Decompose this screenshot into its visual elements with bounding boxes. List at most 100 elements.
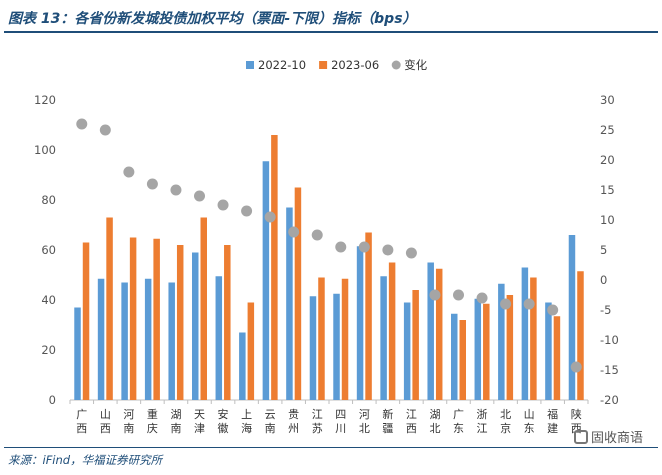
bar-2023-06: [153, 238, 160, 400]
right-axis-tick-label: -10: [600, 333, 619, 347]
bar-2022-10: [97, 278, 105, 400]
point-变化: [453, 289, 464, 301]
category-label: 山: [100, 408, 111, 421]
point-变化: [288, 226, 300, 238]
category-label: 河: [359, 408, 370, 421]
point-变化: [123, 166, 135, 178]
point-变化: [241, 205, 253, 217]
left-axis-tick-label: 100: [34, 143, 56, 157]
category-label: 江: [312, 408, 323, 421]
chart-source: 来源：iFind，华福证券研究所: [8, 453, 163, 467]
bar-2022-10: [121, 282, 128, 400]
category-label: 福: [547, 407, 558, 421]
category-label: 贵: [288, 408, 299, 421]
category-label: 西: [76, 422, 87, 435]
bar-2023-06: [200, 217, 207, 400]
bar-2022-10: [144, 278, 152, 400]
watermark-text: 固收商语: [591, 431, 644, 446]
point-变化: [547, 304, 559, 316]
bar-2023-06: [82, 242, 90, 400]
point-变化: [335, 241, 347, 253]
category-label: 东: [453, 422, 464, 435]
point-变化: [405, 247, 417, 259]
bar-2022-10: [498, 283, 505, 400]
category-label: 四: [335, 408, 346, 421]
left-axis-tick-label: 120: [34, 93, 56, 107]
right-axis-tick-label: 0: [600, 273, 607, 287]
category-label: 南: [265, 422, 276, 435]
bar-2023-06: [530, 277, 537, 400]
point-变化: [358, 241, 370, 253]
right-axis-tick-label: 25: [600, 123, 615, 137]
bar-2022-10: [239, 332, 246, 400]
left-axis-tick-label: 80: [41, 193, 56, 207]
bar-2022-10: [451, 313, 458, 400]
point-变化: [194, 190, 205, 202]
right-axis-tick-label: 10: [600, 213, 615, 227]
point-变化: [146, 178, 158, 190]
legend-swatch-变化: [391, 60, 401, 70]
point-变化: [500, 298, 512, 310]
category-label: 建: [547, 421, 558, 435]
source-divider: [4, 447, 658, 448]
category-label: 徽: [218, 421, 229, 435]
bar-2023-06: [435, 268, 443, 400]
category-label: 江: [477, 422, 488, 435]
left-axis-tick-label: 60: [41, 243, 56, 257]
bar-2023-06: [388, 262, 396, 400]
point-变化: [99, 124, 111, 136]
category-label: 东: [524, 422, 535, 435]
category-label: 北: [429, 422, 440, 435]
category-label: 湖: [429, 408, 440, 421]
bar-2022-10: [380, 276, 387, 400]
bar-2022-10: [333, 293, 340, 400]
legend-swatch-2023-06: [319, 61, 328, 69]
category-label: 安: [218, 407, 229, 421]
category-label: 津: [194, 422, 205, 435]
category-label: 南: [170, 422, 181, 435]
figure-header: 图表 13：各省份新发城投债加权平均（票面-下限）指标（bps）: [0, 0, 662, 34]
category-label: 天: [194, 408, 205, 421]
bar-2023-06: [129, 237, 137, 400]
bar-2022-10: [545, 302, 552, 400]
category-label: 河: [123, 408, 134, 421]
category-label: 陕: [571, 407, 582, 421]
point-变化: [476, 292, 488, 304]
point-变化: [76, 118, 88, 130]
bar-2022-10: [215, 276, 223, 400]
bar-2023-06: [176, 245, 184, 400]
category-label: 西: [406, 422, 417, 435]
bar-2023-06: [412, 290, 419, 400]
category-label: 上: [241, 408, 252, 421]
bar-2023-06: [341, 278, 349, 400]
point-变化: [523, 298, 535, 310]
category-label: 庆: [147, 421, 158, 435]
right-axis-tick-label: -20: [600, 393, 619, 407]
bar-2023-06: [553, 316, 561, 400]
bar-2022-10: [474, 298, 482, 400]
category-label: 南: [123, 422, 134, 435]
legend-label: 2023-06: [331, 58, 379, 72]
legend-swatch-2022-10: [246, 61, 254, 69]
legend-label: 变化: [404, 58, 427, 72]
left-axis-tick-label: 0: [49, 393, 56, 407]
bar-2023-06: [224, 245, 231, 400]
bar-2023-06: [483, 303, 490, 400]
bar-2022-10: [403, 302, 411, 400]
bar-2022-10: [427, 262, 434, 400]
category-label: 苏: [312, 422, 323, 435]
category-label: 广: [76, 408, 87, 421]
category-label: 疆: [382, 422, 393, 435]
point-变化: [217, 199, 229, 211]
right-axis-tick-label: 15: [600, 183, 615, 197]
category-label: 山: [524, 408, 535, 421]
point-变化: [311, 229, 323, 241]
category-label: 北: [500, 408, 511, 421]
bar-2022-10: [286, 207, 293, 400]
title-divider: [4, 31, 658, 33]
bar-2022-10: [74, 307, 81, 400]
point-变化: [429, 289, 441, 301]
bar-2023-06: [318, 277, 325, 400]
category-label: 云: [265, 408, 276, 421]
category-label: 江: [406, 408, 417, 421]
